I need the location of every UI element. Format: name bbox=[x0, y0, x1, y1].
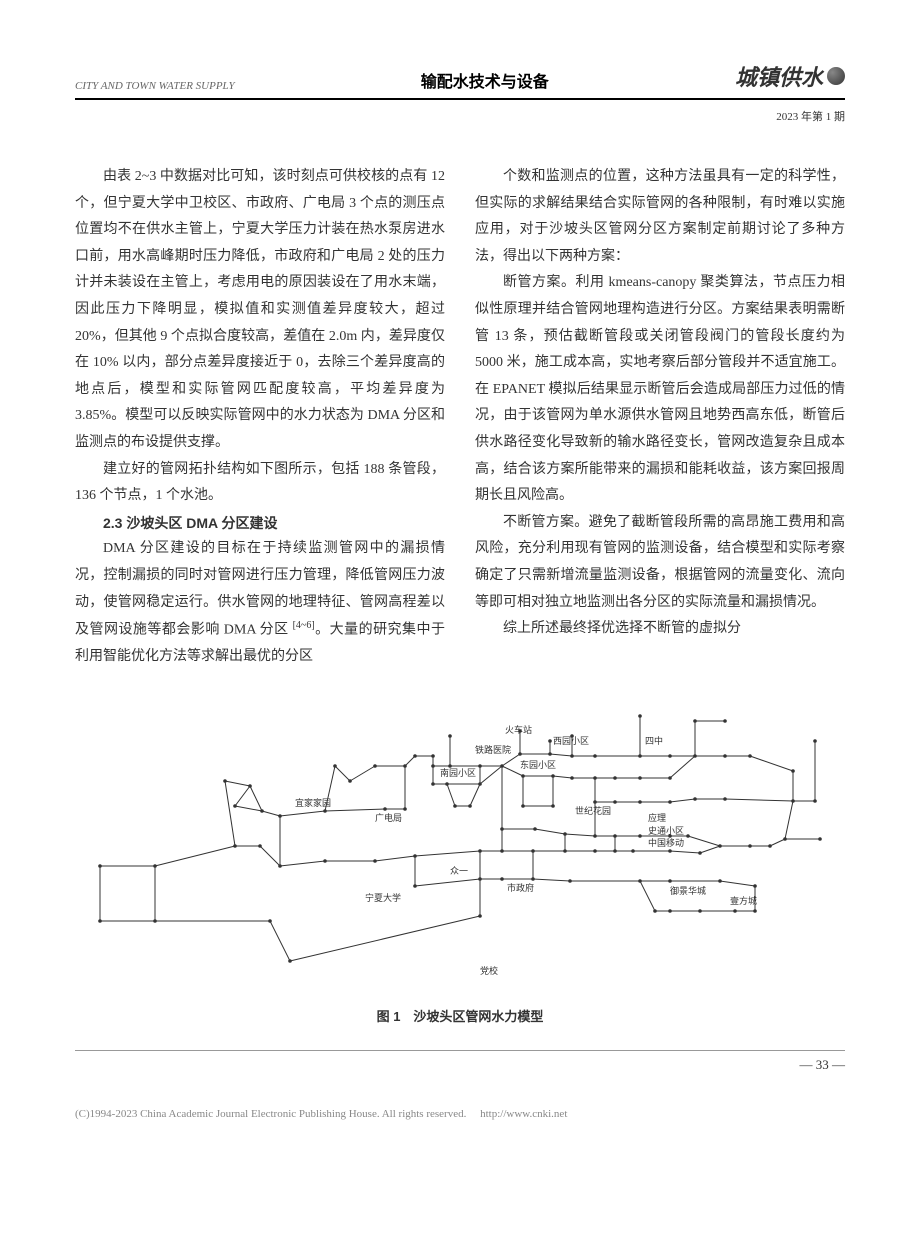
right-p3: 不断管方案。避免了截断管段所需的高昂施工费用和高风险，充分利用现有管网的监测设备… bbox=[475, 510, 845, 616]
network-diagram: 火车站 西园小区 四中 铁路医院 东园小区 南园小区 宜家家园 广电局 世纪花园… bbox=[75, 701, 845, 991]
reference-sup: [4~6] bbox=[293, 620, 315, 631]
left-p2: 建立好的管网拓扑结构如下图所示，包括 188 条管段，136 个节点，1 个水池… bbox=[75, 457, 445, 510]
svg-text:四中: 四中 bbox=[645, 735, 663, 746]
left-p1: 由表 2~3 中数据对比可知，该时刻点可供校核的点有 12 个，但宁夏大学中卫校… bbox=[75, 164, 445, 457]
svg-text:东园小区: 东园小区 bbox=[520, 759, 556, 770]
right-p2: 断管方案。利用 kmeans-canopy 聚类算法，节点压力相似性原理并结合管… bbox=[475, 270, 845, 509]
svg-text:铁路医院: 铁路医院 bbox=[475, 744, 511, 755]
copyright-footer: (C)1994-2023 China Academic Journal Elec… bbox=[75, 1108, 845, 1120]
svg-text:世纪花园: 世纪花园 bbox=[575, 805, 611, 816]
section-2-3-title: 2.3 沙坡头区 DMA 分区建设 bbox=[75, 510, 445, 537]
svg-text:火车站: 火车站 bbox=[505, 724, 532, 735]
left-column: 由表 2~3 中数据对比可知，该时刻点可供校核的点有 12 个，但宁夏大学中卫校… bbox=[75, 164, 445, 671]
issue-number: 2023 年第 1 期 bbox=[75, 108, 845, 124]
page-number: — 33 — bbox=[75, 1050, 845, 1073]
svg-text:御景华城: 御景华城 bbox=[670, 885, 706, 896]
svg-text:宜家家园: 宜家家园 bbox=[295, 797, 331, 808]
svg-text:党校: 党校 bbox=[480, 965, 498, 976]
cnki-link[interactable]: http://www.cnki.net bbox=[480, 1108, 567, 1120]
left-p3: DMA 分区建设的目标在于持续监测管网中的漏损情况，控制漏损的同时对管网进行压力… bbox=[75, 536, 445, 671]
svg-text:众一: 众一 bbox=[450, 866, 468, 876]
svg-text:中国移动: 中国移动 bbox=[648, 837, 684, 848]
svg-text:市政府: 市政府 bbox=[507, 882, 534, 893]
right-p1: 个数和监测点的位置，这种方法虽具有一定的科学性，但实际的求解结果结合实际管网的各… bbox=[475, 164, 845, 270]
body-content: 由表 2~3 中数据对比可知，该时刻点可供校核的点有 12 个，但宁夏大学中卫校… bbox=[75, 164, 845, 671]
svg-text:壹方城: 壹方城 bbox=[730, 895, 757, 906]
right-column: 个数和监测点的位置，这种方法虽具有一定的科学性，但实际的求解结果结合实际管网的各… bbox=[475, 164, 845, 671]
svg-text:广电局: 广电局 bbox=[375, 812, 402, 823]
svg-text:应理: 应理 bbox=[648, 812, 666, 823]
figure-1: 火车站 西园小区 四中 铁路医院 东园小区 南园小区 宜家家园 广电局 世纪花园… bbox=[75, 701, 845, 1025]
figure-caption: 图 1 沙坡头区管网水力模型 bbox=[75, 1006, 845, 1025]
right-p4: 综上所述最终择优选择不断管的虚拟分 bbox=[475, 616, 845, 643]
journal-logo-icon bbox=[827, 67, 845, 85]
svg-text:史通小区: 史通小区 bbox=[648, 825, 684, 836]
svg-text:宁夏大学: 宁夏大学 bbox=[365, 892, 401, 903]
svg-text:西园小区: 西园小区 bbox=[553, 736, 589, 746]
svg-text:南园小区: 南园小区 bbox=[440, 767, 476, 778]
journal-english-title: CITY AND TOWN WATER SUPPLY bbox=[75, 80, 235, 92]
journal-chinese-title: 城镇供水 bbox=[735, 60, 845, 92]
section-title: 输配水技术与设备 bbox=[421, 68, 549, 92]
page-header: CITY AND TOWN WATER SUPPLY 输配水技术与设备 城镇供水 bbox=[75, 60, 845, 100]
